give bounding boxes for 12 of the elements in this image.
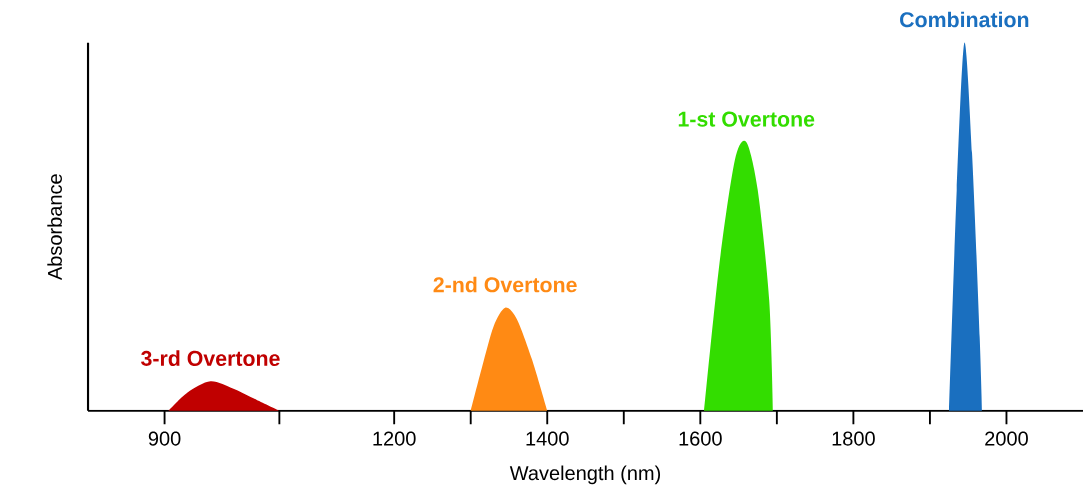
- series-label: 2-nd Overtone: [433, 276, 577, 293]
- x-tick-label: 900: [148, 431, 181, 446]
- x-tick-label: 1200: [373, 431, 416, 446]
- x-axis-title: Wavelength (nm): [509, 465, 661, 484]
- x-tick-label: 1400: [526, 431, 569, 446]
- series-label: Combination: [900, 11, 1029, 28]
- y-axis-title: Absorbance: [47, 174, 62, 280]
- series-label: 1-st Overtone: [678, 111, 815, 127]
- x-tick-label: 1800: [832, 431, 875, 446]
- series-label: 3-rd Overtone: [141, 350, 280, 366]
- x-tick-label: 1600: [679, 431, 722, 446]
- x-tick-label: 2000: [985, 431, 1028, 446]
